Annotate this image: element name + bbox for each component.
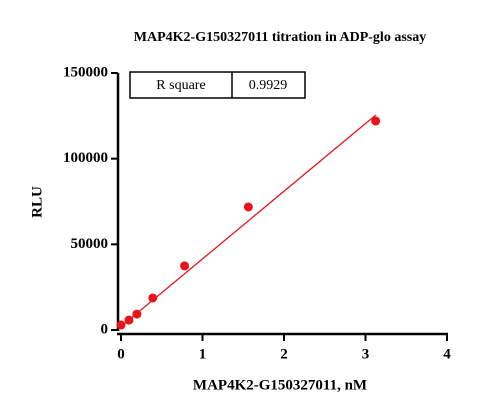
stats-value: 0.9929 bbox=[249, 78, 288, 93]
fit-line bbox=[120, 114, 377, 328]
data-point bbox=[116, 320, 126, 330]
x-axis-label: MAP4K2-G150327011, nM bbox=[193, 377, 367, 393]
y-tick-label: 50000 bbox=[71, 236, 109, 252]
y-tick-label: 0 bbox=[101, 321, 109, 337]
y-axis-label: RLU bbox=[29, 186, 45, 218]
y-tick-label: 150000 bbox=[63, 64, 108, 80]
x-tick-label: 1 bbox=[199, 346, 207, 362]
x-tick-label: 3 bbox=[362, 346, 370, 362]
chart-title: MAP4K2-G150327011 titration in ADP-glo a… bbox=[134, 30, 426, 45]
data-point bbox=[148, 293, 158, 303]
data-point bbox=[180, 261, 190, 271]
x-tick-label: 4 bbox=[443, 346, 451, 362]
stats-frame bbox=[129, 71, 306, 99]
data-point bbox=[371, 116, 381, 126]
x-tick-label: 0 bbox=[117, 346, 125, 362]
stats-box: R square 0.9929 bbox=[129, 71, 306, 99]
x-tick-label: 2 bbox=[280, 346, 288, 362]
data-point bbox=[243, 202, 253, 212]
data-point bbox=[132, 309, 142, 319]
y-tick-label: 100000 bbox=[63, 150, 108, 166]
stats-label: R square bbox=[156, 78, 205, 93]
data-point bbox=[124, 315, 134, 325]
